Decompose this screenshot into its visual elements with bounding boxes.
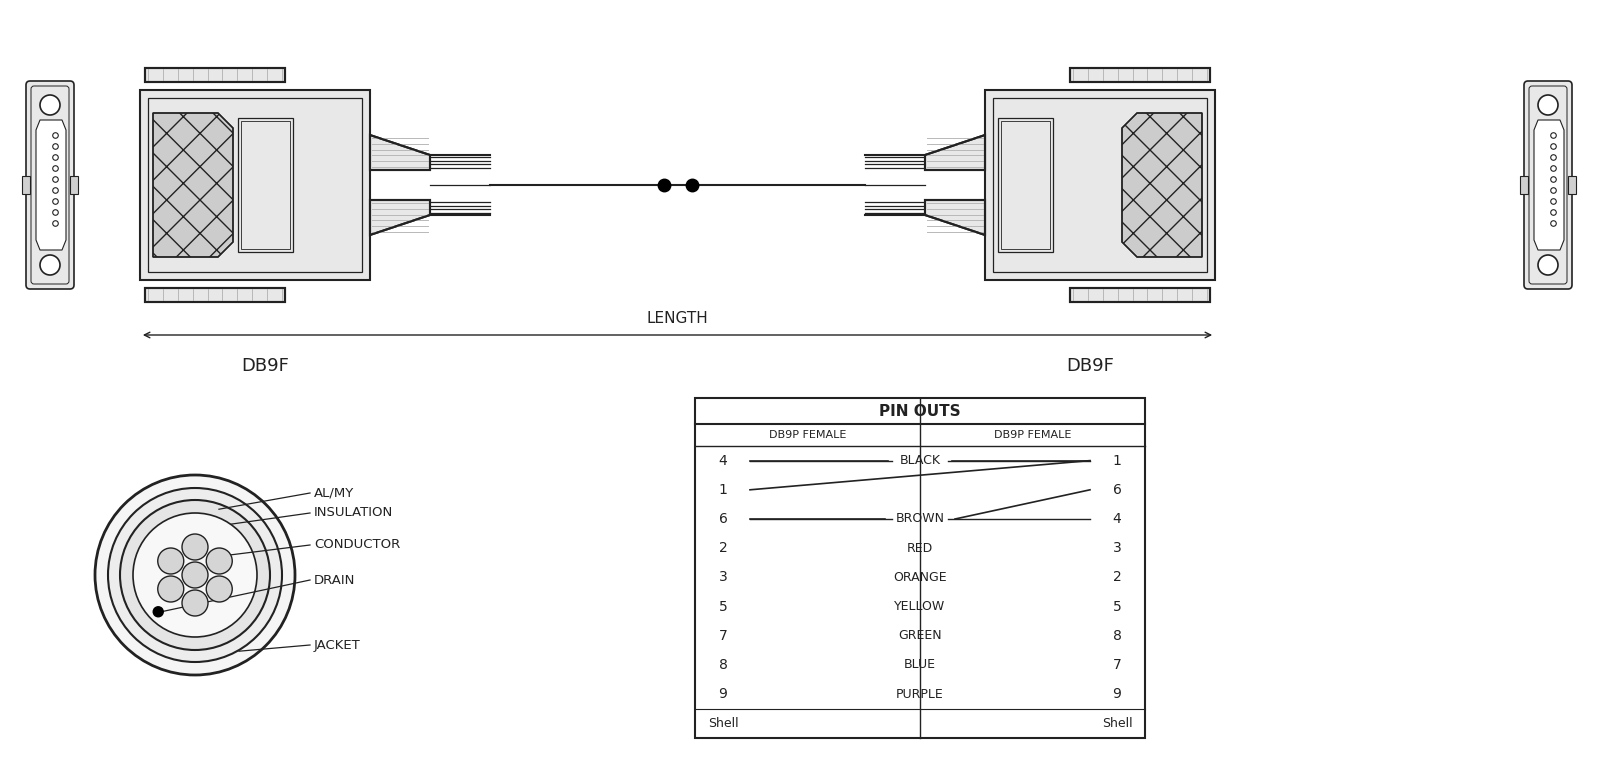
Bar xyxy=(1520,176,1528,194)
Bar xyxy=(994,98,1206,272)
Bar xyxy=(242,121,290,249)
Text: 5: 5 xyxy=(718,600,728,613)
Text: DB9P FEMALE: DB9P FEMALE xyxy=(994,430,1070,440)
Polygon shape xyxy=(154,113,234,257)
Circle shape xyxy=(154,607,163,617)
Text: Shell: Shell xyxy=(1102,717,1133,730)
Circle shape xyxy=(120,500,270,650)
Circle shape xyxy=(109,488,282,662)
Text: DB9F: DB9F xyxy=(1066,357,1114,375)
Polygon shape xyxy=(146,288,285,302)
Circle shape xyxy=(40,255,61,275)
Text: 4: 4 xyxy=(718,453,728,468)
Text: INSULATION: INSULATION xyxy=(314,507,394,520)
Polygon shape xyxy=(370,200,430,235)
Text: 4: 4 xyxy=(1112,512,1122,526)
Bar xyxy=(70,176,78,194)
Circle shape xyxy=(182,534,208,560)
Polygon shape xyxy=(146,68,285,82)
Circle shape xyxy=(182,590,208,616)
Text: BLACK: BLACK xyxy=(899,454,941,467)
Text: AL/MY: AL/MY xyxy=(314,487,354,500)
Circle shape xyxy=(94,475,294,675)
Text: GREEN: GREEN xyxy=(898,629,942,642)
Text: 7: 7 xyxy=(718,629,728,642)
Polygon shape xyxy=(925,135,986,170)
Circle shape xyxy=(158,548,184,574)
Text: PURPLE: PURPLE xyxy=(896,687,944,700)
Circle shape xyxy=(158,576,184,602)
Circle shape xyxy=(182,562,208,588)
Text: BROWN: BROWN xyxy=(896,513,944,526)
Text: 6: 6 xyxy=(718,512,728,526)
Text: JACKET: JACKET xyxy=(314,639,360,652)
Circle shape xyxy=(1538,255,1558,275)
Circle shape xyxy=(40,95,61,115)
Polygon shape xyxy=(1122,113,1202,257)
Bar xyxy=(141,90,370,280)
Text: DB9P FEMALE: DB9P FEMALE xyxy=(770,430,846,440)
Text: CONDUCTOR: CONDUCTOR xyxy=(314,539,400,552)
Circle shape xyxy=(1538,95,1558,115)
Text: PIN OUTS: PIN OUTS xyxy=(878,404,962,418)
Polygon shape xyxy=(35,120,66,250)
Text: 3: 3 xyxy=(718,571,728,584)
Text: 7: 7 xyxy=(1112,658,1122,672)
FancyBboxPatch shape xyxy=(26,81,74,289)
Text: RED: RED xyxy=(907,542,933,555)
Polygon shape xyxy=(1070,288,1210,302)
Bar xyxy=(238,118,293,252)
Text: 2: 2 xyxy=(718,541,728,555)
Circle shape xyxy=(206,576,232,602)
Text: 2: 2 xyxy=(1112,571,1122,584)
Text: 5: 5 xyxy=(1112,600,1122,613)
Bar xyxy=(998,118,1053,252)
Bar xyxy=(147,98,362,272)
Bar xyxy=(694,398,1146,738)
Text: BLUE: BLUE xyxy=(904,658,936,671)
Circle shape xyxy=(133,513,258,637)
Bar xyxy=(1568,176,1576,194)
FancyBboxPatch shape xyxy=(1523,81,1571,289)
Text: 8: 8 xyxy=(1112,629,1122,642)
Text: 6: 6 xyxy=(1112,483,1122,497)
Text: 9: 9 xyxy=(1112,687,1122,701)
Text: DRAIN: DRAIN xyxy=(314,574,355,587)
Text: LENGTH: LENGTH xyxy=(646,311,709,326)
Polygon shape xyxy=(1534,120,1565,250)
Bar xyxy=(986,90,1214,280)
Polygon shape xyxy=(1070,68,1210,82)
Circle shape xyxy=(206,548,232,574)
Bar xyxy=(22,176,30,194)
Text: Shell: Shell xyxy=(707,717,738,730)
Polygon shape xyxy=(370,135,430,170)
Text: YELLOW: YELLOW xyxy=(894,600,946,613)
Text: 8: 8 xyxy=(718,658,728,672)
Bar xyxy=(1002,121,1050,249)
Text: DB9F: DB9F xyxy=(242,357,290,375)
Text: 1: 1 xyxy=(1112,453,1122,468)
Text: 9: 9 xyxy=(718,687,728,701)
Text: ORANGE: ORANGE xyxy=(893,571,947,584)
Text: 3: 3 xyxy=(1112,541,1122,555)
Text: 1: 1 xyxy=(718,483,728,497)
Polygon shape xyxy=(925,200,986,235)
